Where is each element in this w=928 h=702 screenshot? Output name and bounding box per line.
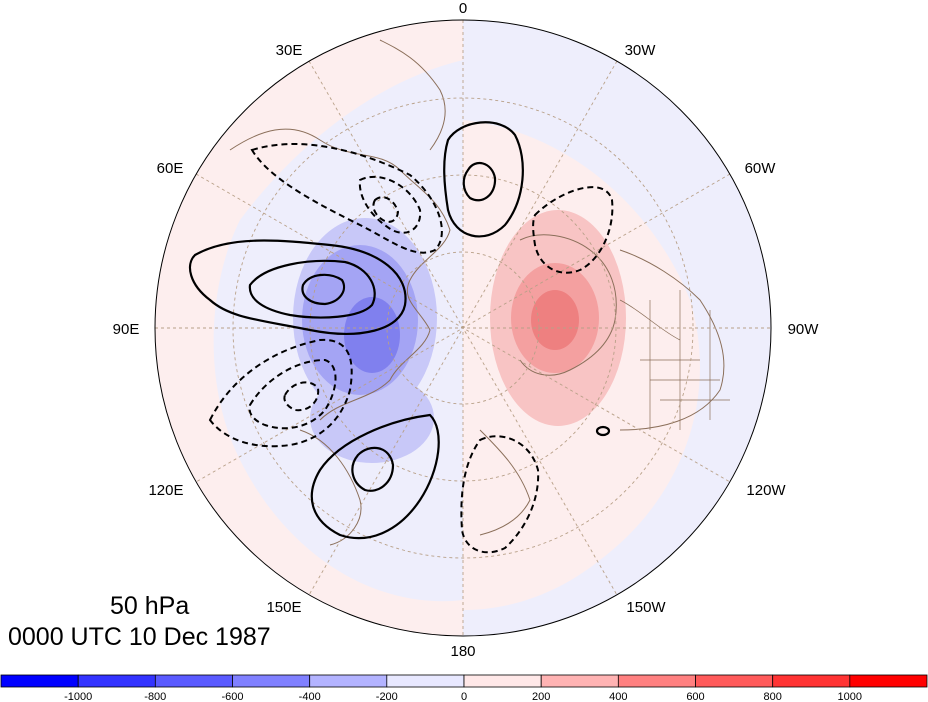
contour-negative-north-inner [372,196,400,223]
eurasia-coast [229,128,451,421]
colorbar-tick-label: 1000 [838,691,862,702]
shaded-field [155,20,771,636]
latitude-circle-70 [309,174,617,482]
lon-label-120e: 120E [148,482,183,499]
lon-label-0: 0 [459,0,467,17]
graticule [155,20,771,636]
negative-contours [208,143,614,554]
colorbar-tick-label: 600 [686,691,704,702]
lon-label-30w: 30W [625,42,657,59]
lon-label-120w: 120W [746,482,786,499]
time-title: 0000 UTC 10 Dec 1987 [8,623,271,651]
europe-coast [379,39,446,151]
political-boundaries [619,290,730,430]
contour-positive-north-inner [462,161,497,202]
map-boundary [154,19,772,637]
weak-positive-region-west [155,20,463,636]
colorbar-box [0,674,79,688]
contour-negative-east [532,186,614,274]
lon-label-60w: 60W [745,160,777,177]
contour-positive-north [443,121,524,238]
contour-negative-north-mid [358,175,422,234]
contour-negative-north-outer [250,143,443,254]
negative-anomaly-core [344,297,400,373]
colorbar-box [617,674,696,688]
colorbar-box [77,674,156,688]
colorbar-tick-label: 800 [764,691,782,702]
colorbar-tick-label: -600 [221,691,243,702]
north-america-coast [619,249,725,431]
contour-positive-small [595,425,611,437]
colorbar-boxes [0,674,928,688]
negative-anomaly-lobe [310,373,434,463]
colorbar-tick-labels: -1000 -800 -600 -400 -200 0 200 400 600 800 1000 [64,691,862,702]
lon-label-60e: 60E [157,160,184,177]
lon-label-90w: 90W [788,321,820,338]
contour-negative-west-outer [208,338,353,448]
contour-positive-outer [188,239,407,335]
colorbar-box [695,674,774,688]
positive-anomaly-core [531,290,579,350]
colorbar-tick-label: -800 [144,691,166,702]
positive-contours [188,121,611,540]
contour-positive-inner [301,273,346,306]
colorbar-box [463,674,542,688]
colorbar-box [309,674,388,688]
colorbar-tick-label: -400 [299,691,321,702]
contour-negative-south [460,435,540,554]
level-title: 50 hPa [110,592,190,620]
colorbar-tick-label: 400 [609,691,627,702]
longitude-labels: 0 30W 60W 90W 120W 150W 180 150E 120E 90… [113,0,820,660]
colorbar-tick-label: -1000 [64,691,92,702]
colorbar-box [772,674,851,688]
colorbar-box [232,674,311,688]
colorbar-box [540,674,619,688]
alaska-coast [479,429,531,536]
lon-label-180: 180 [450,643,475,660]
contour-positive-south-inner [351,446,395,492]
colorbar: -1000 -800 -600 -400 -200 0 200 400 600 800 1000 [0,674,928,702]
contour-negative-west-mid [248,358,337,430]
contour-negative-west-inner [283,381,320,412]
lon-label-30e: 30E [276,42,303,59]
contour-positive-south [310,413,440,540]
meridian-60w-120e [195,173,731,483]
lon-label-150e: 150E [266,599,301,616]
colorbar-tick-label: 200 [532,691,550,702]
colorbar-box [849,674,928,688]
greenland-coast [519,234,617,376]
colorbar-box [386,674,465,688]
colorbar-box [154,674,233,688]
contour-positive-mid [248,259,376,319]
colorbar-tick-label: -200 [376,691,398,702]
lon-label-150w: 150W [626,599,666,616]
coastlines [229,39,730,546]
lon-label-90e: 90E [113,321,140,338]
colorbar-tick-label: 0 [461,691,467,702]
